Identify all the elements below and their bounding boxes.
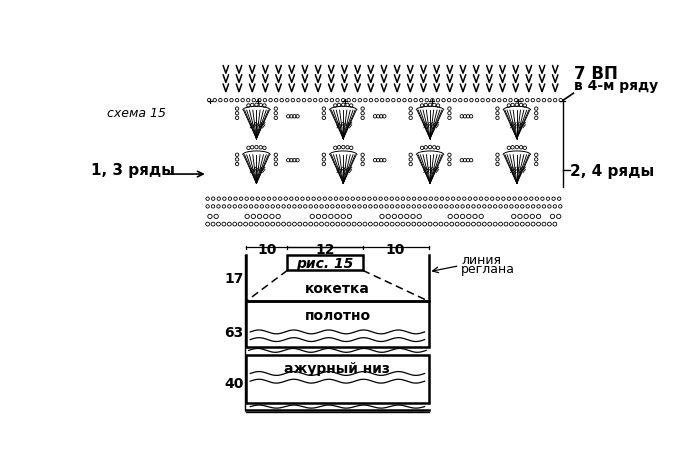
Text: схема 15: схема 15 <box>107 107 166 119</box>
Text: ажурный низ: ажурный низ <box>284 361 391 375</box>
Text: в 4-м ряду: в 4-м ряду <box>574 79 658 92</box>
Bar <box>288 255 363 271</box>
Text: 12: 12 <box>315 242 335 256</box>
Text: 17: 17 <box>224 271 244 286</box>
Text: 10: 10 <box>257 242 276 256</box>
Text: 10: 10 <box>386 242 405 256</box>
Text: 1, 3 ряды: 1, 3 ряды <box>92 163 176 178</box>
Text: 63: 63 <box>224 325 244 339</box>
Text: линия: линия <box>461 254 501 267</box>
Text: кокетка: кокетка <box>305 281 370 296</box>
Text: 7 ВП: 7 ВП <box>574 65 618 83</box>
Bar <box>246 301 428 347</box>
Text: рис. 15: рис. 15 <box>296 256 354 270</box>
Text: полотно: полотно <box>304 308 370 322</box>
Text: 40: 40 <box>224 376 244 390</box>
Text: 2, 4 ряды: 2, 4 ряды <box>570 163 654 178</box>
Bar <box>246 355 428 403</box>
Text: реглана: реглана <box>461 263 515 276</box>
